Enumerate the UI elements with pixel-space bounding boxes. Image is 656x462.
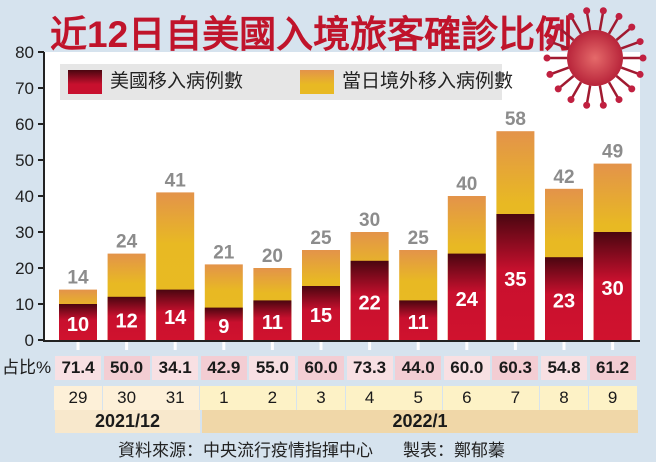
- day-label: 9: [588, 386, 637, 410]
- data-label-total: 20: [262, 246, 283, 267]
- percent-cell: 60.0: [443, 356, 490, 380]
- legend-swatch-us: [68, 70, 102, 94]
- y-tick-label: 70: [15, 79, 34, 98]
- percent-row-label: 占比%: [2, 358, 52, 377]
- percent-cell: 60.3: [492, 356, 539, 380]
- day-label: 7: [491, 386, 540, 410]
- data-label-us: 30: [601, 278, 623, 300]
- bar-us: [302, 286, 340, 340]
- legend: 美國移入病例數 當日境外移入病例數: [60, 64, 513, 100]
- bar-us: [156, 289, 195, 340]
- percent-cell: 71.4: [55, 356, 101, 380]
- data-label-us: 10: [67, 314, 89, 336]
- data-label-total: 42: [553, 167, 574, 188]
- data-label-us: 24: [456, 289, 479, 311]
- percent-cell: 54.8: [541, 356, 587, 380]
- author-note: 製表：鄭郁蓁: [403, 441, 505, 460]
- y-tick-label: 30: [15, 223, 34, 242]
- bar-us: [496, 214, 535, 340]
- data-label-us: 9: [218, 316, 229, 338]
- source-note: 資料來源：中央流行疫情指揮中心: [118, 441, 373, 460]
- legend-label-us: 美國移入病例數: [110, 71, 244, 92]
- day-label: 4: [345, 386, 394, 410]
- data-label-total: 30: [359, 210, 380, 231]
- bar-us: [204, 307, 243, 340]
- data-label-total: 58: [505, 109, 526, 130]
- virus-icon: [543, 7, 647, 109]
- bar-us: [107, 296, 146, 340]
- data-label-total: 41: [165, 170, 187, 191]
- day-label: 31: [151, 386, 200, 410]
- percent-cell: 55.0: [249, 356, 296, 380]
- y-tick-label: 40: [15, 187, 34, 206]
- data-label-us: 11: [262, 312, 283, 334]
- data-label-total: 21: [213, 242, 235, 263]
- bar-us: [59, 304, 97, 340]
- bar-us: [545, 257, 583, 340]
- data-label-us: 14: [164, 307, 187, 329]
- data-label-total: 24: [116, 232, 138, 253]
- y-tick-label: 20: [15, 259, 34, 278]
- bar-us: [447, 253, 486, 340]
- data-label-total: 40: [456, 174, 477, 195]
- y-tick-label: 60: [15, 115, 34, 134]
- legend-swatch-all: [300, 70, 334, 94]
- data-label-us: 11: [408, 312, 429, 334]
- data-label-us: 23: [553, 291, 575, 313]
- data-label-total: 25: [408, 228, 430, 249]
- percent-cell: 60.0: [298, 356, 344, 380]
- y-tick-label: 50: [15, 151, 34, 170]
- bar-us: [593, 232, 632, 340]
- data-label-total: 49: [602, 142, 623, 163]
- percent-cell: 44.0: [395, 356, 442, 380]
- percent-cell: 73.3: [346, 356, 393, 380]
- data-label-total: 14: [67, 268, 89, 289]
- footer: 資料來源：中央流行疫情指揮中心 製表：鄭郁蓁: [118, 436, 535, 461]
- day-label: 2: [248, 386, 297, 410]
- day-label: 8: [540, 386, 588, 410]
- month-label-jan: 2022/1: [202, 410, 638, 433]
- y-tick-label: 10: [15, 295, 34, 314]
- day-label: 6: [442, 386, 491, 410]
- data-label-us: 35: [504, 269, 526, 291]
- day-label: 30: [102, 386, 151, 410]
- percent-cell: 34.1: [152, 356, 199, 380]
- percent-cell: 42.9: [200, 356, 247, 380]
- day-label: 5: [394, 386, 443, 410]
- chart-title: 近12日自美國入境旅客確診比例: [50, 14, 573, 55]
- data-label-us: 12: [115, 310, 137, 332]
- percent-cell: 61.2: [589, 356, 636, 380]
- percent-cell: 50.0: [103, 356, 150, 380]
- data-label-us: 15: [310, 305, 332, 327]
- bar-us: [350, 260, 389, 340]
- day-label: 29: [54, 386, 102, 410]
- legend-label-all: 當日境外移入病例數: [342, 71, 514, 92]
- month-label-dec: 2021/12: [55, 410, 200, 433]
- data-label-us: 22: [358, 292, 380, 314]
- day-label: 1: [199, 386, 248, 410]
- day-label: 3: [297, 386, 345, 410]
- bar-us: [253, 300, 292, 340]
- y-tick-label: 0: [25, 331, 34, 350]
- bar-us: [399, 300, 438, 340]
- y-tick-label: 80: [15, 43, 34, 62]
- data-label-total: 25: [310, 228, 332, 249]
